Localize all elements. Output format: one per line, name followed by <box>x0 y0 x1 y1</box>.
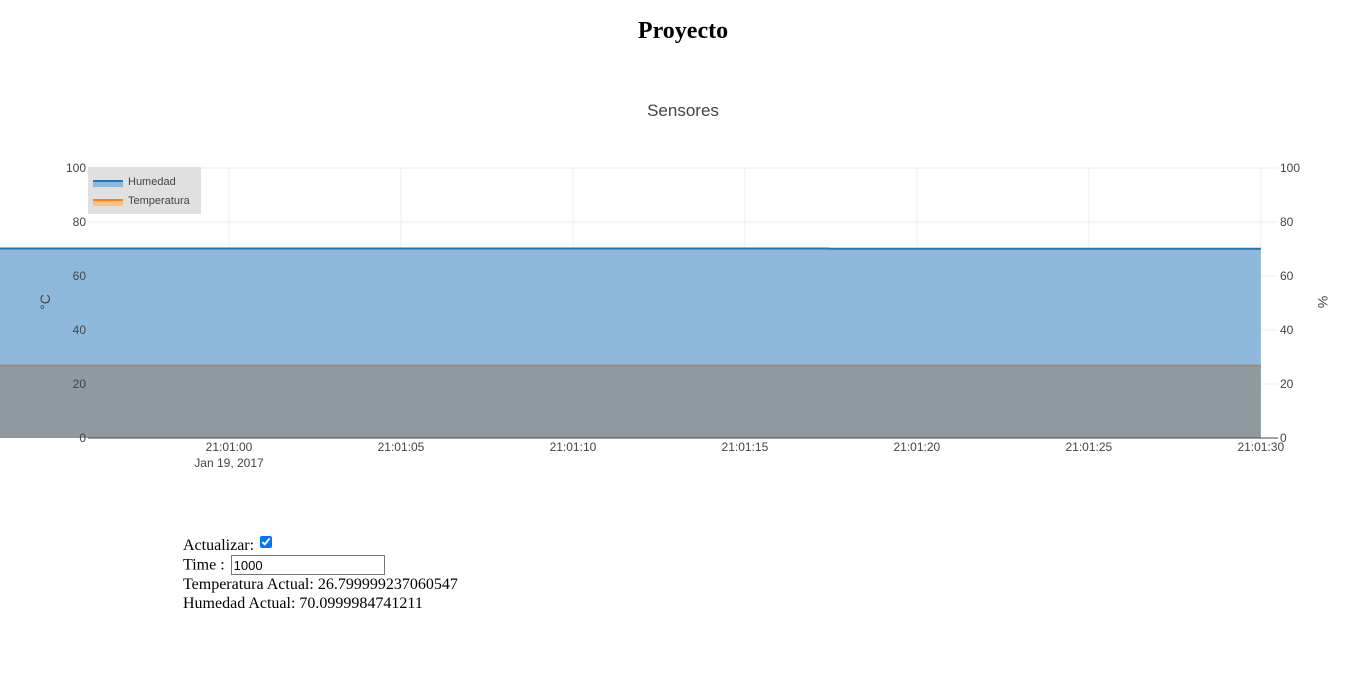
y-tick-left: 0 <box>79 431 86 445</box>
time-row: Time : <box>183 555 458 575</box>
legend-box <box>88 167 201 214</box>
y-tick-left: 60 <box>73 269 87 283</box>
chart-title: Sensores <box>647 101 719 120</box>
y-tick-right: 0 <box>1280 431 1287 445</box>
y-tick-right: 100 <box>1280 161 1300 175</box>
chart-legend[interactable]: Humedad Temperatura <box>88 167 201 214</box>
legend-label-humedad: Humedad <box>128 176 176 188</box>
time-input[interactable] <box>230 555 385 575</box>
area-temperatura <box>0 365 1261 438</box>
actualizar-label: Actualizar: <box>183 537 255 554</box>
y-axis-right-label: % <box>1315 296 1331 308</box>
x-tick-label: 21:01:20 <box>894 440 941 454</box>
chart-lines <box>0 247 1278 439</box>
page-title: Proyecto <box>637 18 729 44</box>
temperatura-actual: Temperatura Actual: 26.799999237060547 <box>183 576 458 593</box>
sensores-chart: Sensores 0 20 40 60 80 100 0 20 40 60 80 100 21:01… <box>0 101 1331 470</box>
y-tick-right: 60 <box>1280 269 1294 283</box>
x-tick-label: 21:01:15 <box>722 440 769 454</box>
legend-swatch-temperatura <box>93 200 123 206</box>
x-tick-label: 21:01:30 <box>1237 440 1284 454</box>
x-tick-label: 21:01:05 <box>378 440 425 454</box>
chart-areas <box>0 248 1261 438</box>
y-tick-right: 20 <box>1280 377 1294 391</box>
humedad-actual: Humedad Actual: 70.0999984741211 <box>183 595 423 612</box>
legend-label-temperatura: Temperatura <box>128 195 191 207</box>
y-tick-right: 80 <box>1280 215 1294 229</box>
y-tick-left: 20 <box>73 377 87 391</box>
y-tick-right: 40 <box>1280 323 1294 337</box>
y-axis-right: 0 20 40 60 80 100 <box>1280 161 1300 445</box>
actualizar-row: Actualizar: <box>183 536 458 555</box>
x-axis: 21:01:00 Jan 19, 2017 21:01:05 21:01:10 21:0… <box>194 440 1284 470</box>
y-tick-left: 100 <box>66 161 86 175</box>
controls-panel: Actualizar: Time : Temperatura Actual: 2… <box>183 536 458 613</box>
x-tick-sublabel: Jan 19, 2017 <box>194 456 264 470</box>
x-tick-label: 21:01:00 <box>206 440 253 454</box>
y-axis-left: 0 20 40 60 80 100 <box>66 161 86 445</box>
y-tick-left: 80 <box>73 215 87 229</box>
actualizar-checkbox[interactable] <box>260 536 273 548</box>
x-tick-label: 21:01:25 <box>1065 440 1112 454</box>
x-tick-label: 21:01:10 <box>550 440 597 454</box>
time-label: Time : <box>183 556 225 574</box>
y-axis-left-label: °C <box>37 294 53 310</box>
y-tick-left: 40 <box>73 323 87 337</box>
legend-swatch-humedad <box>93 181 123 187</box>
